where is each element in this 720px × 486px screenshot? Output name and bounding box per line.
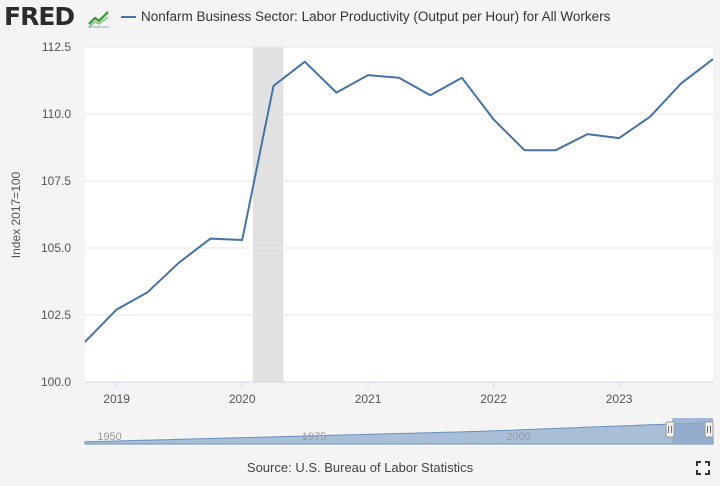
y-tick-label: 102.5 [41,308,71,322]
y-tick-label: 110.0 [42,107,71,121]
y-axis-label: Index 2017=100 [9,171,23,258]
navigator-handle-right[interactable] [704,421,714,438]
legend-label[interactable]: Nonfarm Business Sector: Labor Productiv… [141,9,611,24]
series-line [84,58,714,343]
source-text: Source: U.S. Bureau of Labor Statistics [246,460,474,475]
grid-lines [85,46,713,316]
y-tick-label: 112.5 [42,40,71,54]
recession-band [252,47,284,382]
fred-logo[interactable]: FRED [4,2,75,31]
x-tick-label: 2021 [355,392,382,406]
navigator-label: 2000 [506,431,530,443]
y-tick-label: 100.0 [41,375,71,389]
x-tick-label: 2022 [480,392,507,406]
chart-header: FRED Nonfarm Business Sector: Labor Prod… [0,0,720,36]
chart-line-icon [87,6,111,30]
plot-background [85,47,713,382]
navigator-handle-left[interactable] [665,421,675,438]
x-tick-label: 2023 [606,392,633,406]
y-tick-labels: 100.0 102.5 105.0 107.5 110.0 112.5 [41,40,71,389]
navigator-area [84,422,714,445]
navigator-label: 1975 [302,431,326,443]
y-tick-label: 107.5 [41,174,71,188]
legend-swatch [121,16,136,18]
navigator-labels: 1950 1975 2000 [97,431,531,443]
x-tick-label: 2019 [103,392,130,406]
x-tick-labels: 2019 2020 2021 2022 2023 [103,382,633,406]
x-tick-label: 2020 [229,392,256,406]
y-tick-label: 105.0 [41,241,71,255]
navigator[interactable]: 1950 1975 2000 [84,418,714,445]
fullscreen-icon[interactable] [696,461,710,475]
navigator-label: 1950 [97,431,121,443]
